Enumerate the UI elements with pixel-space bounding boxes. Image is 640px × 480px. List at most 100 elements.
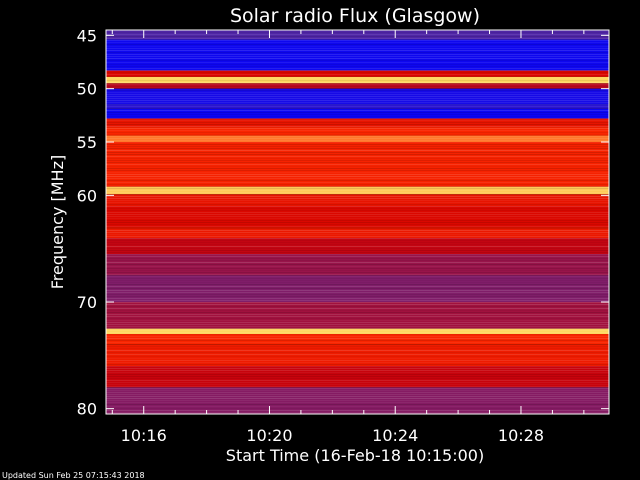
texture-stripe	[106, 328, 609, 329]
texture-stripe	[106, 330, 609, 331]
texture-stripe	[106, 356, 609, 357]
texture-stripe	[106, 52, 609, 53]
texture-stripe	[106, 164, 609, 165]
texture-stripe	[106, 176, 609, 177]
texture-stripe	[106, 322, 609, 323]
texture-stripe	[106, 310, 609, 311]
frequency-band-19	[106, 302, 609, 329]
x-tick-label: 10:16	[121, 426, 167, 445]
texture-stripe	[106, 386, 609, 387]
texture-stripe	[106, 86, 609, 87]
texture-stripe	[106, 82, 609, 83]
texture-stripe	[106, 190, 609, 191]
chart-title: Solar radio Flux (Glasgow)	[230, 5, 480, 27]
texture-stripe	[106, 90, 609, 91]
texture-stripe	[106, 198, 609, 199]
texture-stripe	[106, 208, 609, 209]
texture-stripe	[106, 124, 609, 125]
frequency-band-12	[106, 186, 609, 195]
texture-stripe	[106, 126, 609, 127]
texture-stripe	[106, 64, 609, 65]
texture-stripe	[106, 56, 609, 57]
frequency-band-18	[106, 275, 609, 302]
texture-stripe	[106, 300, 609, 301]
texture-stripe	[106, 48, 609, 49]
frequency-band-11	[106, 142, 609, 187]
frequency-band-14	[106, 206, 609, 228]
texture-stripe	[106, 148, 609, 149]
x-tick-label: 10:24	[372, 426, 418, 445]
texture-stripe	[106, 362, 609, 363]
texture-stripe	[106, 58, 609, 59]
texture-stripe	[106, 38, 609, 39]
texture-stripe	[106, 40, 609, 41]
texture-stripe	[106, 218, 609, 219]
texture-stripe	[106, 294, 609, 295]
texture-stripe	[106, 110, 609, 111]
texture-stripe	[106, 104, 609, 105]
frequency-band-13	[106, 194, 609, 206]
texture-stripe	[106, 360, 609, 361]
texture-stripe	[106, 280, 609, 281]
texture-stripe	[106, 94, 609, 95]
texture-stripe	[106, 122, 609, 123]
texture-stripe	[106, 302, 609, 303]
texture-stripe	[106, 166, 609, 167]
texture-stripe	[106, 410, 609, 411]
frequency-band-10	[106, 135, 609, 142]
texture-stripe	[106, 348, 609, 349]
texture-stripe	[106, 98, 609, 99]
frequency-band-3	[106, 76, 609, 84]
texture-stripe	[106, 186, 609, 187]
texture-stripe	[106, 320, 609, 321]
texture-stripe	[106, 366, 609, 367]
texture-stripe	[106, 298, 609, 299]
frequency-band-6	[106, 104, 609, 109]
frequency-band-24	[106, 387, 609, 414]
texture-stripe	[106, 334, 609, 335]
texture-stripe	[106, 292, 609, 293]
texture-stripe	[106, 220, 609, 221]
frequency-band-15	[106, 227, 609, 238]
texture-stripe	[106, 206, 609, 207]
texture-stripe	[106, 188, 609, 189]
texture-stripe	[106, 288, 609, 289]
texture-stripe	[106, 158, 609, 159]
texture-stripe	[106, 276, 609, 277]
texture-stripe	[106, 120, 609, 121]
texture-stripe	[106, 406, 609, 407]
texture-stripe	[106, 296, 609, 297]
texture-stripe	[106, 256, 609, 257]
texture-stripe	[106, 312, 609, 313]
texture-stripe	[106, 244, 609, 245]
texture-stripe	[106, 286, 609, 287]
x-axis-label: Start Time (16-Feb-18 10:15:00)	[226, 446, 484, 465]
y-tick-label: 50	[77, 80, 97, 99]
y-tick-label: 45	[77, 26, 97, 45]
frequency-band-7	[106, 108, 609, 119]
texture-stripe	[106, 178, 609, 179]
frequency-band-8	[106, 118, 609, 128]
frequency-band-2	[106, 70, 609, 77]
texture-stripe	[106, 102, 609, 103]
texture-stripe	[106, 54, 609, 55]
texture-stripe	[106, 326, 609, 327]
texture-stripe	[106, 260, 609, 261]
texture-stripe	[106, 214, 609, 215]
texture-stripe	[106, 92, 609, 93]
texture-stripe	[106, 196, 609, 197]
texture-stripe	[106, 216, 609, 217]
texture-stripe	[106, 204, 609, 205]
texture-stripe	[106, 402, 609, 403]
texture-stripe	[106, 314, 609, 315]
texture-stripe	[106, 72, 609, 73]
texture-stripe	[106, 240, 609, 241]
texture-stripe	[106, 224, 609, 225]
texture-stripe	[106, 170, 609, 171]
texture-stripe	[106, 172, 609, 173]
texture-stripe	[106, 156, 609, 157]
texture-stripe	[106, 134, 609, 135]
texture-stripe	[106, 46, 609, 47]
y-axis-label: Frequency [MHz]	[48, 155, 67, 289]
